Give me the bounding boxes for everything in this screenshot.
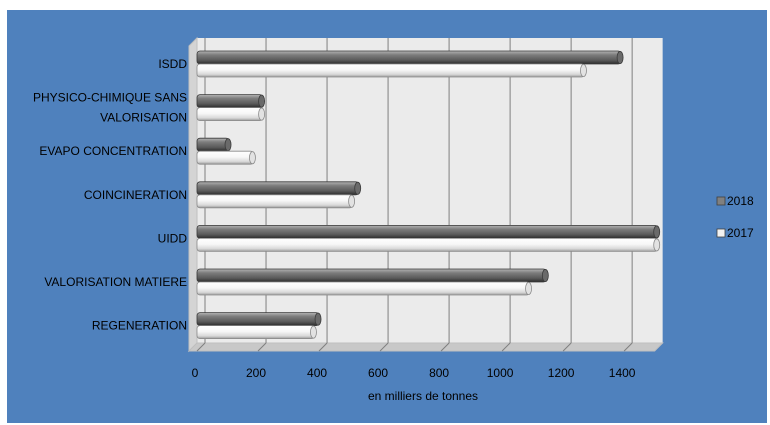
gridline-floor-200 [257,342,267,352]
gridline-floor-800 [440,342,450,352]
bar-2018-2 [196,137,232,152]
bar-2017-4 [196,237,661,252]
tick-label-1000: 1000 [487,366,514,380]
tick-label-0: 0 [192,366,199,380]
category-label-6: REGENERATION [92,319,187,333]
side-wall [188,36,198,353]
gridline-floor-1400 [623,342,633,352]
bar-2017-1 [196,107,265,121]
floor [187,342,664,352]
legend-item-2018: 2018 [716,194,754,208]
x-axis-title: en milliers de tonnes [368,389,478,403]
legend-swatch-2018 [716,196,726,206]
bar-2018-1 [196,94,265,108]
tick-label-800: 800 [429,366,449,380]
bar-2017-3 [196,194,356,209]
bar-2018-6 [196,312,322,327]
bar-2017-6 [196,325,317,340]
tick-label-1400: 1400 [609,366,636,380]
tick-label-600: 600 [368,366,388,380]
tick-label-400: 400 [307,366,327,380]
category-label-5: VALORISATION MATIERE [44,275,187,289]
gridline-floor-1000 [501,342,511,352]
category-labels: ISDD PHYSICO-CHIMIQUE SANS VALORISATION EVA… [33,57,187,333]
category-label-1: PHYSICO-CHIMIQUE SANS VALORISATION [33,91,187,125]
category-label-2: EVAPO CONCENTRATION [39,144,187,158]
tick-label-1200: 1200 [548,366,575,380]
bar-2018-3 [196,181,362,196]
category-label-0: ISDD [158,57,187,71]
bar-2018-5 [196,268,549,283]
x-axis-ticks: 0 200 400 600 800 1000 1200 1400 [192,366,636,380]
gridline-floor-400 [318,342,328,352]
bar-2018-4 [196,224,661,239]
legend-label-2017: 2017 [727,226,754,240]
category-label-4: UIDD [158,231,188,245]
legend-item-2017: 2017 [716,226,754,240]
bar-2018-0 [196,50,624,65]
gridline-floor-1200 [562,342,572,352]
legend-swatch-2017 [716,228,726,238]
bar-2017-0 [196,63,587,78]
tick-label-200: 200 [246,366,266,380]
bar-2017-5 [196,281,532,296]
bars [196,50,661,340]
category-label-3: COINCINERATION [84,188,187,202]
gridline-floor-600 [379,342,389,352]
gridline-floor-0 [196,342,206,352]
legend-label-2018: 2018 [727,194,754,208]
legend: 2018 2017 [716,194,754,240]
bar-2017-2 [196,150,256,165]
